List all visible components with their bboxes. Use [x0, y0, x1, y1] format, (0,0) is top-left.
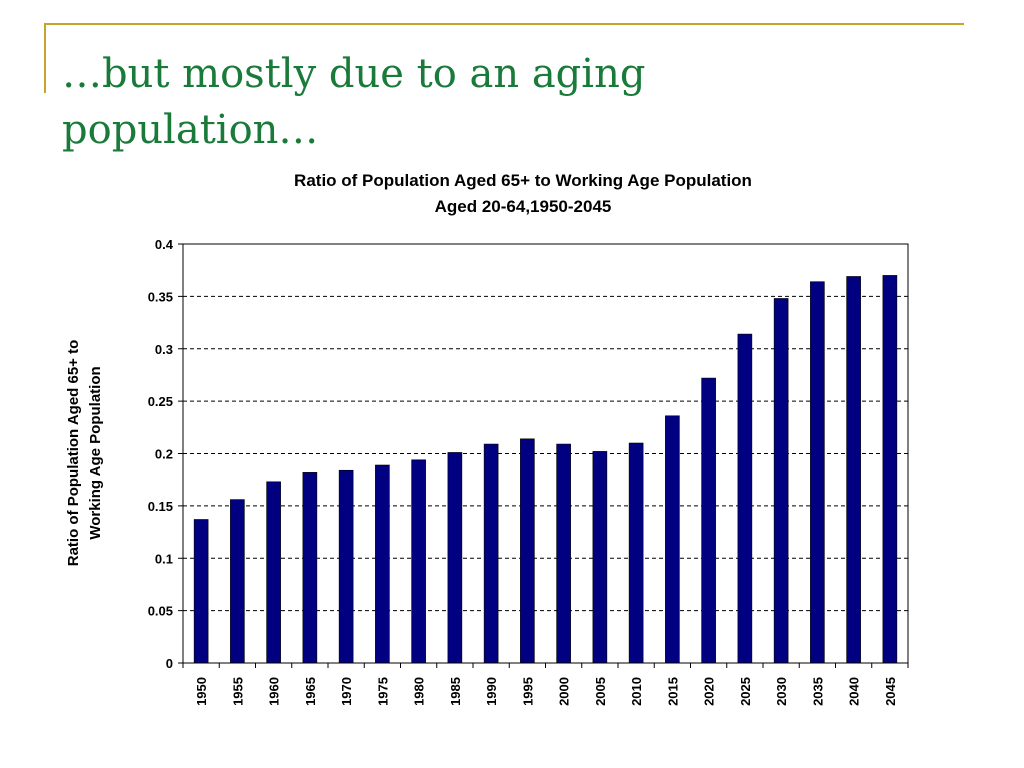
y-tick-label: 0 — [166, 656, 173, 671]
x-tick-label: 1960 — [267, 677, 282, 706]
bar-2000 — [556, 443, 571, 664]
y-tick-label: 0.05 — [148, 604, 173, 619]
slide-title-line-1: …but mostly due to an aging — [62, 51, 646, 97]
bar-2035 — [810, 281, 825, 664]
x-tick-label: 1980 — [412, 677, 427, 706]
title-left-rule — [44, 23, 46, 93]
chart-title-line-1: Ratio of Population Aged 65+ to Working … — [294, 171, 752, 190]
x-tick-label: 1955 — [230, 677, 245, 706]
tick-labels: 0 0.05 0.1 0.15 0.2 0.25 0.3 0.35 0.4 1950 1955 196… — [148, 237, 898, 706]
bar-2020 — [701, 377, 716, 664]
bar-2015 — [665, 415, 680, 664]
y-tick-label: 0.15 — [148, 499, 173, 514]
y-tick-label: 0.2 — [155, 447, 173, 462]
x-tick-label: 1950 — [194, 677, 209, 706]
bar-1955 — [230, 499, 245, 664]
y-axis-label-line-1: Ratio of Population Aged 65+ to — [65, 340, 82, 567]
bar-2030 — [773, 298, 789, 664]
slide-title: …but mostly due to an aging population… — [62, 46, 762, 158]
slide-title-line-2: population… — [62, 107, 319, 153]
gridlines — [183, 295, 908, 612]
x-tick-label: 2035 — [810, 677, 825, 706]
y-axis-label-line-2: Working Age Population — [87, 366, 104, 539]
chart-title-line-2: Aged 20-64,1950-2045 — [435, 197, 612, 216]
x-tick-label: 2020 — [702, 677, 717, 706]
x-tick-label: 2005 — [593, 677, 608, 706]
bar-1965 — [302, 472, 318, 664]
bar-2045 — [882, 275, 898, 664]
x-tick-label: 2010 — [629, 677, 644, 706]
y-tick-label: 0.3 — [155, 342, 173, 357]
axes — [178, 243, 909, 668]
x-tick-label: 1970 — [339, 677, 354, 706]
y-tick-label: 0.35 — [148, 289, 173, 304]
title-top-rule — [44, 23, 964, 25]
bar-2025 — [737, 333, 753, 664]
x-tick-label: 2040 — [847, 677, 862, 706]
x-tick-label: 1985 — [448, 677, 463, 706]
bar-1980 — [411, 459, 426, 664]
x-tick-label: 2030 — [774, 677, 789, 706]
bar-2005 — [592, 451, 608, 664]
bars — [193, 275, 898, 664]
bar-2040 — [846, 276, 861, 664]
y-tick-label: 0.25 — [148, 394, 173, 409]
y-tick-label: 0.1 — [155, 551, 173, 566]
x-tick-label: 2000 — [557, 677, 572, 706]
x-tick-label: 1995 — [520, 677, 535, 706]
bar-1990 — [483, 443, 499, 664]
bar-1970 — [338, 469, 354, 664]
y-tick-label: 0.4 — [155, 237, 174, 252]
bar-1985 — [447, 452, 463, 664]
x-tick-label: 2045 — [883, 677, 898, 706]
x-tick-label: 2015 — [665, 677, 680, 706]
x-tick-label: 1965 — [303, 677, 318, 706]
bar-1950 — [193, 519, 209, 664]
bar-1975 — [375, 464, 390, 664]
bar-1960 — [266, 481, 281, 664]
bar-1995 — [520, 438, 535, 664]
bar-2010 — [628, 442, 644, 664]
x-tick-label: 2025 — [738, 677, 753, 706]
x-tick-label: 1990 — [484, 677, 499, 706]
x-tick-label: 1975 — [375, 677, 390, 706]
